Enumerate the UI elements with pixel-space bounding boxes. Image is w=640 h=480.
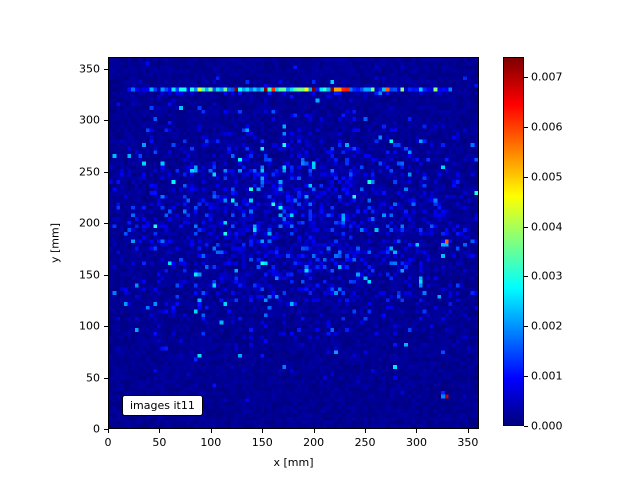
colorbar-tick-mark: [524, 426, 528, 427]
x-tick-label: 100: [200, 436, 222, 449]
x-tick-label: 300: [405, 436, 427, 449]
y-tick-mark: [104, 274, 108, 276]
x-tick-mark: [416, 429, 418, 433]
annotation-label: images it11: [130, 399, 195, 412]
y-tick-label: 150: [79, 268, 100, 282]
x-tick-label: 350: [457, 436, 479, 449]
x-tick-mark: [210, 429, 212, 433]
y-tick-label: 250: [79, 165, 100, 179]
colorbar-tick-mark: [524, 126, 528, 128]
x-tick-mark: [365, 429, 367, 433]
y-tick-mark: [104, 120, 108, 122]
colorbar-tick-mark: [524, 226, 528, 228]
x-tick-label: 0: [104, 436, 112, 449]
y-tick-mark: [104, 223, 108, 225]
y-tick-label: 50: [86, 371, 100, 385]
x-tick-mark: [262, 429, 264, 433]
y-tick-label: 350: [79, 62, 100, 76]
colorbar-tick-label: 0.001: [531, 369, 563, 383]
colorbar-tick-label: 0.006: [531, 120, 563, 134]
colorbar-tick-label: 0.003: [531, 269, 563, 283]
y-tick-mark: [104, 429, 108, 430]
colorbar-tick-label: 0.005: [531, 170, 563, 184]
colorbar-tick-label: 0.002: [531, 319, 563, 333]
colorbar-tick-label: 0.000: [531, 419, 563, 433]
colorbar-tick-mark: [524, 276, 528, 278]
y-tick-mark: [104, 69, 108, 71]
y-axis-label: y [mm]: [48, 222, 62, 264]
colorbar-tick-mark: [524, 76, 528, 78]
x-tick-mark: [313, 429, 315, 433]
x-tick-label: 50: [152, 436, 167, 449]
colorbar-tick-mark: [524, 326, 528, 328]
colorbar-tick-label: 0.004: [531, 220, 563, 234]
x-tick-label: 200: [303, 436, 325, 449]
heatmap-canvas: [109, 58, 478, 428]
x-tick-label: 250: [354, 436, 376, 449]
y-tick-mark: [104, 171, 108, 173]
plot-area: images it11: [108, 57, 479, 429]
x-tick-mark: [108, 429, 109, 433]
y-tick-mark: [104, 377, 108, 379]
y-tick-label: 200: [79, 216, 100, 230]
colorbar-tick-label: 0.007: [531, 70, 563, 84]
colorbar: [503, 57, 524, 426]
colorbar-tick-mark: [524, 376, 528, 378]
colorbar-gradient-canvas: [504, 58, 523, 425]
y-tick-label: 0: [93, 422, 100, 436]
y-tick-label: 100: [79, 319, 100, 333]
y-tick-mark: [104, 326, 108, 328]
x-tick-mark: [159, 429, 161, 433]
x-axis-label: x [mm]: [273, 456, 314, 469]
annotation-box: images it11: [122, 395, 203, 416]
y-tick-label: 300: [79, 113, 100, 127]
colorbar-tick-mark: [524, 176, 528, 178]
x-tick-label: 150: [251, 436, 273, 449]
x-tick-mark: [467, 429, 469, 433]
